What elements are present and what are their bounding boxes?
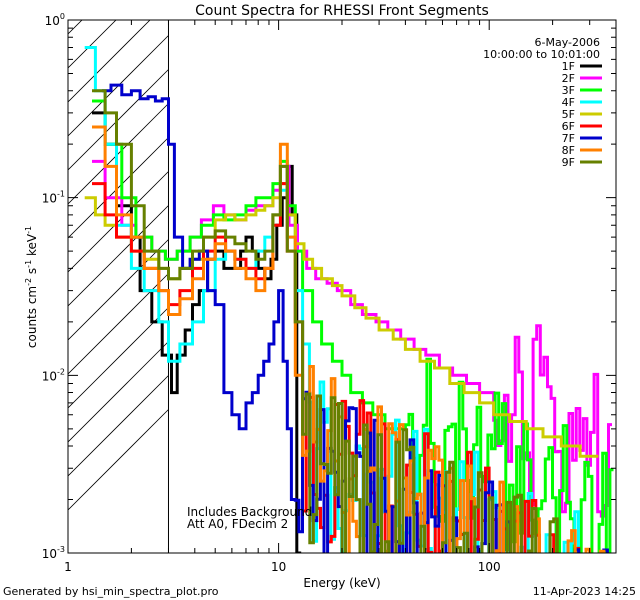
series-line-9f	[92, 89, 584, 553]
hatched-region	[68, 20, 169, 511]
y-tick-exp: -1	[57, 190, 65, 199]
annotation-attenuator: Att A0, FDecim 2	[187, 517, 288, 531]
legend-label-6f: 6F	[562, 120, 575, 133]
legend-label-2f: 2F	[562, 72, 575, 85]
y-label-exp3: -1	[24, 226, 33, 234]
legend-label-8f: 8F	[562, 144, 575, 157]
y-tick-exp: -3	[57, 545, 65, 554]
legend-label-7f: 7F	[562, 132, 575, 145]
chart-title: Count Spectra for RHESSI Front Segments	[195, 3, 489, 19]
y-tick-base: 10	[42, 192, 57, 206]
y-tick-base: 10	[42, 369, 57, 383]
y-label-exp2: -1	[24, 260, 33, 268]
y-tick-label: 100	[45, 12, 65, 28]
legend-label-5f: 5F	[562, 108, 575, 121]
x-axis-label: Energy (keV)	[303, 576, 380, 590]
y-tick-label: 10-1	[42, 190, 65, 206]
y-label-mid: s	[25, 268, 39, 278]
y-label-base: counts cm	[25, 286, 39, 348]
legend-label-4f: 4F	[562, 96, 575, 109]
footer-generated-by: Generated by hsi_min_spectra_plot.pro	[3, 585, 219, 598]
date-label: 6-May-2006	[535, 36, 600, 49]
legend-label-1f: 1F	[562, 60, 575, 73]
y-tick-label: 10-2	[42, 367, 65, 383]
x-tick-label: 100	[478, 560, 501, 574]
x-tick-label: 1	[64, 560, 72, 574]
tick-marks	[67, 20, 617, 554]
y-tick-exp: 0	[60, 12, 65, 21]
legend-label-9f: 9F	[562, 156, 575, 169]
time-range-label: 10:00:00 to 10:01:00	[483, 48, 600, 61]
y-tick-base: 10	[45, 14, 60, 28]
hatch-lines	[68, 20, 169, 511]
footer-timestamp: 11-Apr-2023 14:25	[533, 585, 636, 598]
y-tick-label: 10-3	[42, 545, 65, 561]
legend-label-3f: 3F	[562, 84, 575, 97]
y-label-tail: keV	[25, 233, 39, 260]
x-tick-label: 10	[271, 560, 286, 574]
y-label-exp1: -2	[24, 278, 33, 286]
y-tick-exp: -2	[57, 367, 65, 376]
annotation-background: Includes Background	[187, 505, 312, 519]
y-axis-label: counts cm-2 s-1 keV-1	[24, 226, 39, 348]
y-tick-base: 10	[42, 547, 57, 561]
